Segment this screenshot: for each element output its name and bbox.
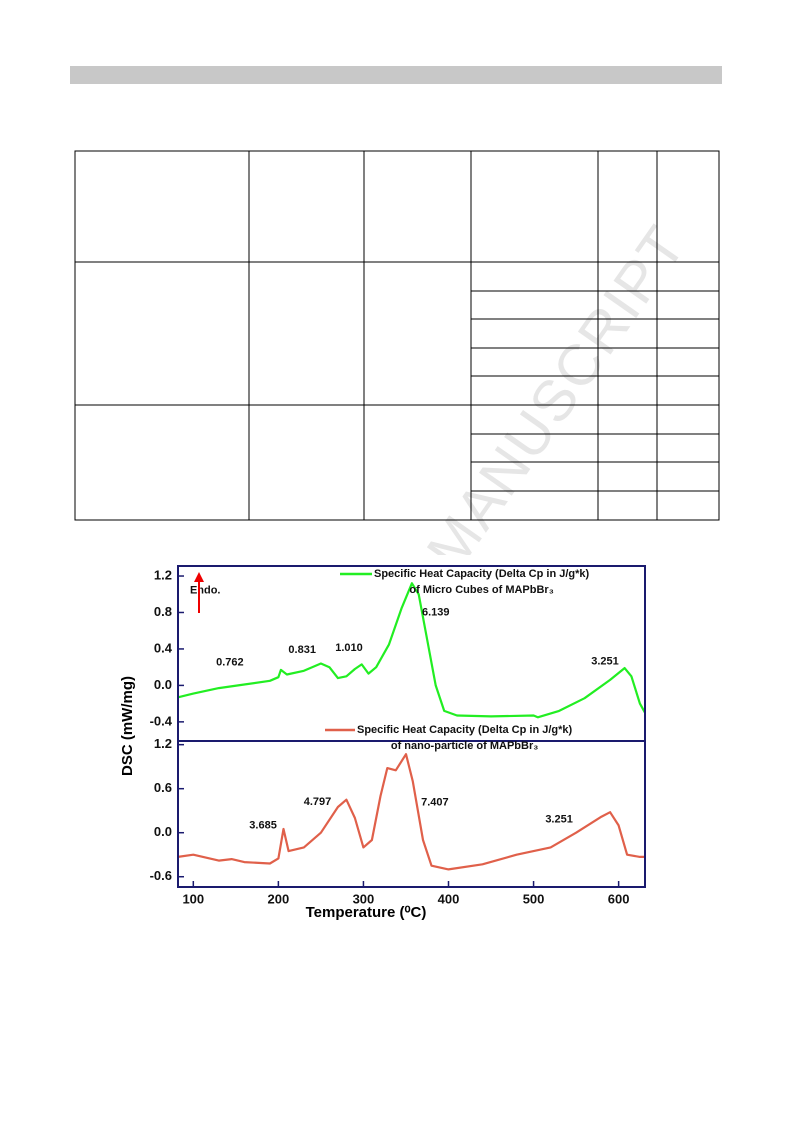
header-bar: [70, 66, 722, 84]
y-tick-label: -0.6: [150, 868, 172, 883]
legend-entry: Specific Heat Capacity (Delta Cp in J/g*…: [357, 724, 573, 752]
x-tick-label: 400: [438, 891, 460, 906]
annotation: 0.762: [216, 657, 244, 669]
annotation: 3.685: [249, 820, 277, 832]
endo-arrow-head: [194, 572, 204, 582]
x-axis-label: Temperature (⁰C): [306, 904, 427, 921]
series-line: [177, 753, 645, 871]
x-tick-label: 500: [523, 891, 545, 906]
y-tick-label: 0.0: [154, 824, 172, 839]
annotation: 6.139: [422, 606, 450, 618]
annotation: 3.251: [591, 656, 619, 668]
plot-frame: [177, 740, 646, 888]
annotation: 7.407: [421, 797, 449, 809]
y-tick-label: 0.8: [154, 604, 172, 619]
table: [74, 150, 720, 521]
y-tick-label: 0.6: [154, 780, 172, 795]
figure-bg: [108, 555, 675, 930]
y-tick-label: -0.4: [150, 713, 173, 728]
annotation: 4.797: [304, 796, 332, 808]
annotation: 3.251: [545, 813, 573, 825]
y-tick-label: 1.2: [154, 736, 172, 751]
table-border: [74, 150, 720, 521]
x-tick-label: 300: [353, 891, 375, 906]
watermark: MANUSCRIPT: [414, 214, 699, 582]
series-line: [177, 582, 646, 719]
annotation: 1.010: [335, 642, 363, 654]
x-tick-label: 200: [268, 891, 290, 906]
x-tick-label: 600: [608, 891, 630, 906]
y-axis-label: DSC (mW/mg): [119, 676, 136, 776]
annotation: Endo.: [190, 585, 221, 597]
annotation: 0.831: [288, 644, 316, 656]
y-tick-label: 0.4: [154, 640, 173, 655]
y-tick-label: 1.2: [154, 567, 172, 582]
legend-entry: Specific Heat Capacity (Delta Cp in J/g*…: [374, 568, 590, 596]
y-tick-label: 0.0: [154, 677, 172, 692]
x-tick-label: 100: [182, 891, 204, 906]
